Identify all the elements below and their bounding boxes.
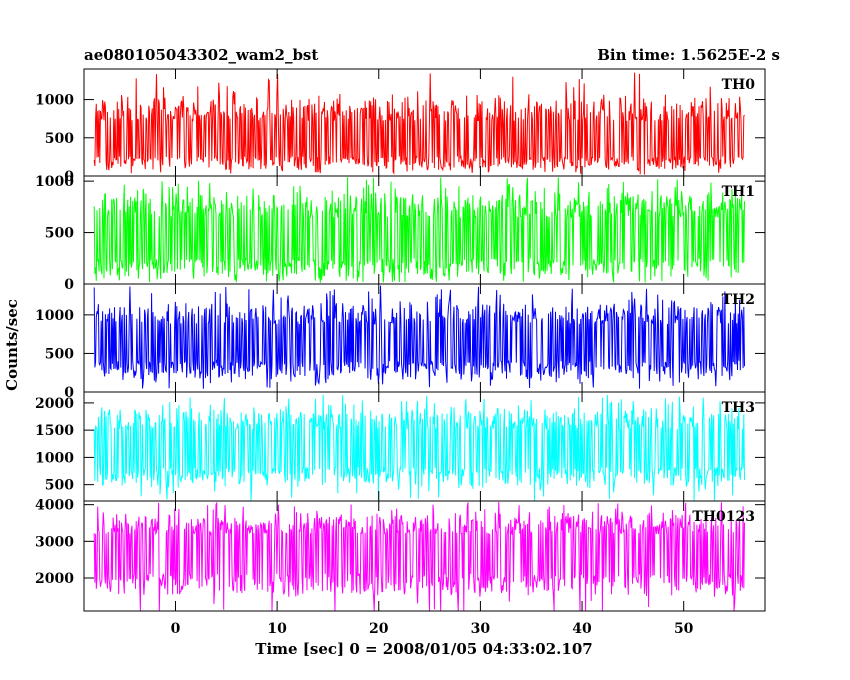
panel-th1: 0 500 1000 TH1 (35, 174, 766, 293)
x-tick-labels: 0 10 20 30 40 50 (171, 621, 694, 637)
chart-title-left: ae080105043302_wam2_bst (84, 46, 318, 64)
panel-frame (83, 500, 766, 612)
y-tick-label: 500 (45, 226, 74, 242)
x-tick-label: 10 (267, 621, 287, 637)
band-label-th0: TH0 (722, 77, 756, 93)
panels-group: 05001000TH005001000TH105001000TH25001000… (35, 68, 766, 637)
y-tick-label: 0 (64, 277, 74, 293)
chart-title-right: Bin time: 1.5625E-2 s (597, 46, 780, 64)
series-th3-line (93, 394, 745, 502)
band-label-th3: TH3 (722, 400, 755, 416)
y-tick-label: 0 (64, 385, 74, 401)
x-tick-label: 50 (674, 621, 694, 637)
y-tick-label: 1500 (35, 423, 74, 439)
y-tick-label: 500 (45, 131, 74, 147)
y-tick-label: 4000 (35, 498, 74, 514)
panel-th0: 0 500 1000 TH0 (35, 68, 766, 185)
x-tick-label: 0 (171, 621, 181, 637)
y-axis-label: Counts/sec (3, 299, 21, 391)
panel-th3: 500 1000 1500 2000 TH3 (35, 391, 766, 502)
y-tick-label: 3000 (35, 534, 74, 550)
y-tick-label: 500 (45, 478, 74, 494)
band-label-th2: TH2 (722, 292, 755, 308)
x-tick-label: 20 (369, 621, 389, 637)
band-label-th0123: TH0123 (692, 509, 755, 525)
x-tick-label: 40 (572, 621, 592, 637)
y-tick-label: 1000 (35, 450, 74, 466)
series-th1-line (93, 177, 745, 283)
y-tick-label: 2000 (35, 571, 74, 587)
panel-th2: 0 500 1000 TH2 (35, 283, 766, 401)
y-tick-label: 0 (64, 169, 74, 185)
series-th0123-line (93, 501, 745, 612)
panel-th0123: 2000 3000 4000 TH0123 (35, 498, 766, 612)
x-axis-label: Time [sec] 0 = 2008/01/05 04:33:02.107 (255, 640, 592, 658)
y-tick-label: 1000 (35, 308, 74, 324)
y-tick-label: 2000 (35, 396, 74, 412)
y-tick-label: 1000 (35, 174, 74, 190)
x-tick-label: 30 (471, 621, 491, 637)
y-tick-label: 500 (45, 346, 74, 362)
band-label-th1: TH1 (722, 184, 755, 200)
series-th0-line (93, 72, 745, 175)
y-tick-label: 1000 (35, 93, 74, 109)
series-th2-line (93, 285, 745, 389)
